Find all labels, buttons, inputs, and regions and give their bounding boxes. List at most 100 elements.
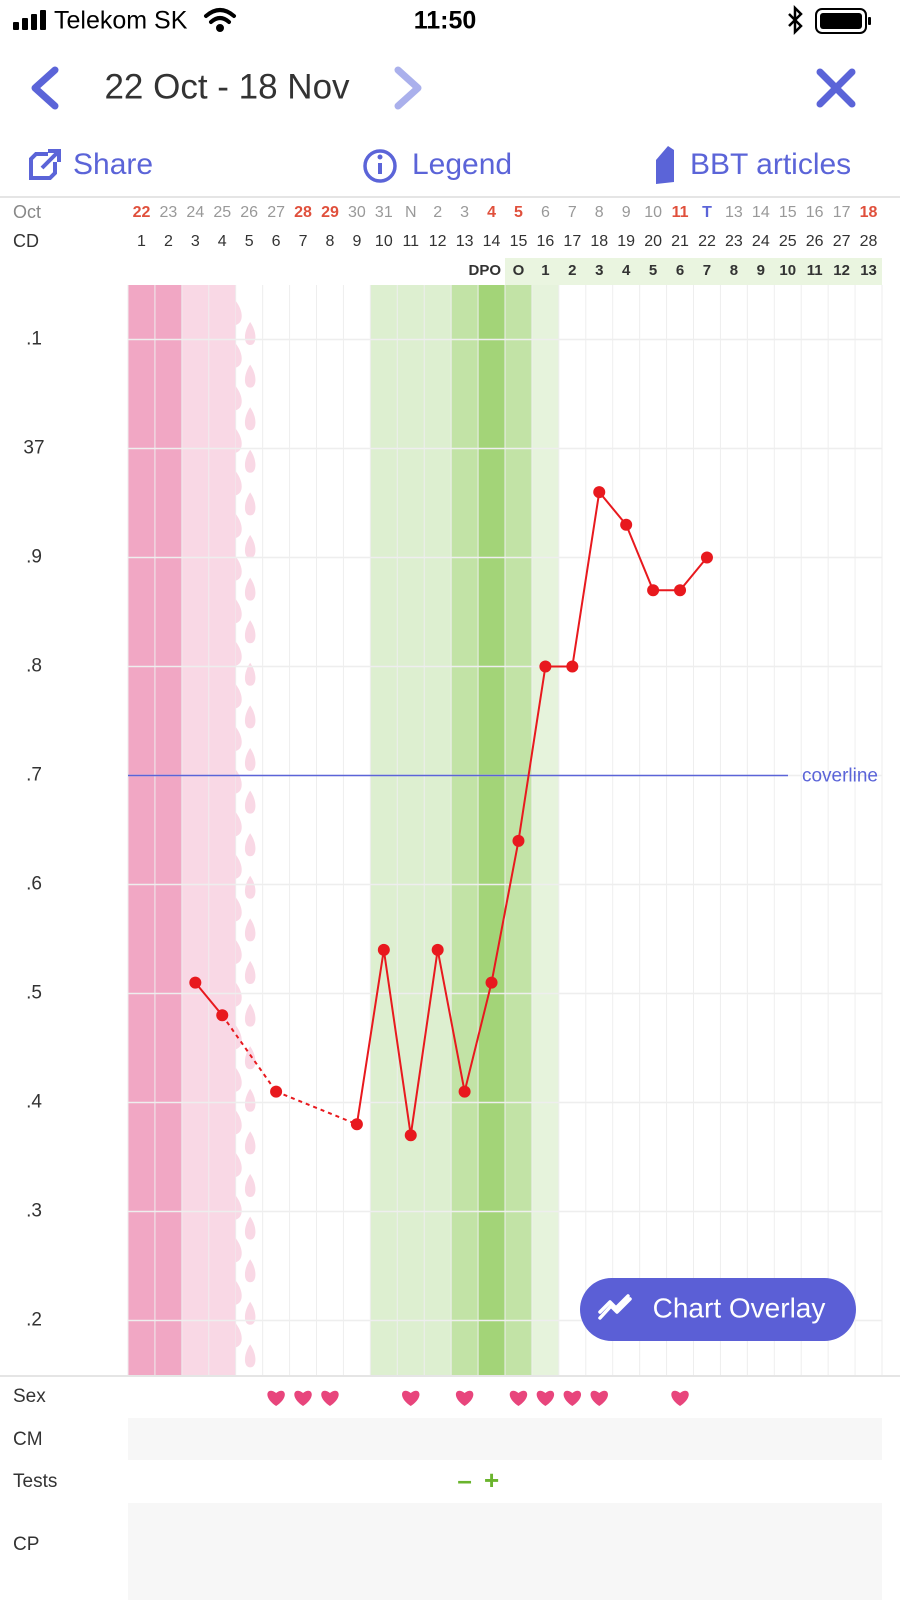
coverline-label: coverline: [802, 766, 878, 787]
spotting-drop: [244, 1174, 256, 1197]
spotting-drop: [235, 1323, 242, 1348]
date-label: 2: [433, 204, 442, 221]
y-tick-label: .1: [26, 329, 42, 350]
spotting-drop: [235, 301, 242, 325]
cycle-day: 1: [137, 233, 146, 250]
temperature-point: [350, 1118, 363, 1131]
close-button[interactable]: [816, 68, 856, 108]
temperature-point: [512, 834, 525, 847]
spotting-drop: [235, 343, 242, 368]
temperature-point: [270, 1085, 283, 1098]
date-label: 10: [644, 204, 662, 221]
spotting-drop: [235, 641, 242, 666]
spotting-drop: [244, 748, 256, 771]
dpo-label: DPO: [468, 262, 501, 279]
temperature-point: [458, 1085, 471, 1098]
legend-button[interactable]: Legend: [363, 148, 512, 183]
spotting-drop: [244, 961, 256, 984]
temperature-point: [566, 660, 579, 673]
next-button[interactable]: [394, 66, 422, 110]
spotting-drop: [235, 727, 242, 751]
row-label: CM: [13, 1429, 43, 1450]
heart: [671, 1390, 689, 1406]
articles-button[interactable]: BBT articles: [656, 146, 851, 184]
battery: [815, 8, 871, 34]
date-range-title: 22 Oct - 18 Nov: [104, 67, 350, 106]
test-result: +: [484, 1465, 499, 1495]
dpo-day: 6: [676, 262, 684, 279]
spotting-drop: [244, 1216, 256, 1240]
dpo-background: [505, 258, 882, 285]
temperature-line: [355, 489, 708, 1136]
y-tick-label: .6: [26, 874, 42, 895]
date-label: 15: [779, 204, 797, 221]
share-button[interactable]: Share: [29, 148, 153, 181]
signal: [13, 10, 46, 30]
dpo-day: 11: [807, 262, 823, 279]
cycle-day: 17: [563, 233, 581, 250]
dpo-day: 5: [649, 262, 657, 279]
temperature-point: [620, 518, 633, 531]
spotting-drop: [235, 471, 242, 496]
cycle-day: 20: [644, 233, 662, 250]
spotting-drop: [244, 364, 256, 388]
temperature-point: [485, 976, 498, 989]
date-label: 26: [240, 204, 258, 221]
date-label: 13: [725, 204, 743, 221]
spotting-drop: [235, 1153, 242, 1177]
dpo-day: 12: [833, 262, 850, 279]
spotting-drop: [244, 918, 256, 942]
cycle-day: 10: [375, 233, 393, 250]
temperature-point: [674, 584, 687, 597]
cycle-day: 24: [752, 233, 770, 250]
cycle-day: 15: [510, 233, 528, 250]
date-label: 28: [294, 204, 312, 221]
spotting-drop: [235, 1195, 242, 1220]
heart: [536, 1390, 555, 1406]
row-background: [128, 1503, 882, 1600]
cycle-day: 28: [860, 233, 878, 250]
chart-overlay-label: Chart Overlay: [653, 1292, 826, 1323]
spotting-drop: [244, 1344, 256, 1368]
cycle-day: 11: [402, 233, 419, 250]
cycle-day: 8: [326, 233, 335, 250]
temperature-point: [431, 943, 444, 956]
cycle-day: 27: [833, 233, 851, 250]
spotting-drop: [235, 897, 242, 922]
dpo-day: 9: [757, 262, 765, 279]
date-label: 29: [321, 204, 339, 221]
cycle-day: 21: [671, 233, 689, 250]
dpo-day: 3: [595, 262, 603, 279]
cycle-day: 9: [352, 233, 361, 250]
date-label: 3: [460, 204, 469, 221]
date-label: 30: [348, 204, 366, 221]
spotting-drop: [244, 535, 256, 558]
cycle-day: 22: [698, 233, 716, 250]
spotting-drop: [244, 1003, 256, 1027]
spotting-drop: [244, 577, 256, 601]
cycle-day: 5: [245, 233, 254, 250]
date-label: 24: [186, 204, 204, 221]
y-tick-label: .9: [26, 547, 42, 568]
phase-band: [531, 285, 559, 1375]
dpo-day: 7: [703, 262, 711, 279]
temperature-point: [700, 551, 713, 564]
prev-button[interactable]: [31, 66, 59, 110]
chart-overlay-button[interactable]: Chart Overlay: [580, 1278, 856, 1341]
date-label: 6: [541, 204, 550, 221]
y-tick-label: .5: [26, 983, 42, 1004]
heart: [294, 1390, 312, 1406]
heart: [402, 1390, 420, 1406]
cycle-day: 18: [590, 233, 608, 250]
spotting-drop: [244, 449, 256, 473]
date-label: 25: [213, 204, 231, 221]
cycle-day: 25: [779, 233, 797, 250]
date-label: 31: [375, 204, 393, 221]
spotting-drop: [235, 1280, 242, 1305]
row-background: [128, 1418, 882, 1460]
y-tick-label: .7: [26, 765, 42, 786]
temperature-point: [647, 584, 660, 597]
row-marks: – +: [267, 1390, 689, 1495]
temperature-point: [189, 976, 202, 989]
spotting-drop: [244, 833, 256, 857]
